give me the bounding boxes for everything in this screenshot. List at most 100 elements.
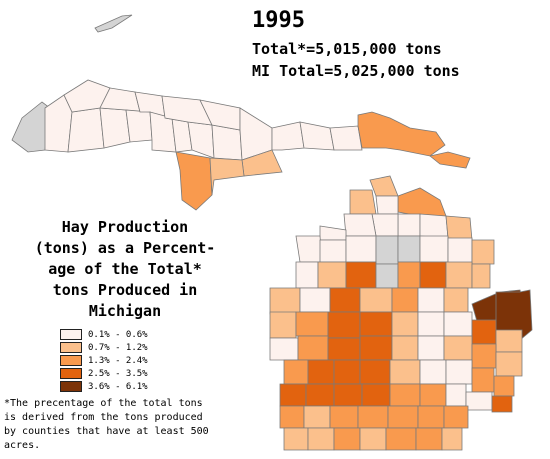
county-shape — [333, 383, 363, 407]
county-shape — [317, 261, 347, 289]
county-shape — [443, 405, 469, 429]
county-shape — [471, 263, 491, 289]
county-shape — [319, 239, 347, 263]
county-shape — [359, 287, 393, 313]
county-shape — [303, 405, 331, 429]
county-shape — [295, 261, 319, 289]
map-title-line-1: Hay Production — [61, 218, 189, 236]
county-shape — [319, 225, 347, 241]
legend-item: 3.6% - 6.1% — [60, 380, 148, 393]
county-shape — [333, 427, 361, 451]
county-shape — [417, 287, 445, 313]
county-shape — [419, 213, 449, 239]
county-shape — [397, 235, 421, 263]
county-shape — [417, 335, 445, 361]
legend-swatch — [60, 381, 82, 392]
county-shape — [375, 263, 399, 289]
county-shape — [391, 287, 419, 313]
footnote-line-4: acres. — [4, 440, 41, 451]
county-shape — [345, 235, 377, 263]
county-shape — [369, 175, 399, 197]
legend-item: 0.7% - 1.2% — [60, 341, 148, 354]
county-shape — [493, 375, 515, 397]
county-shape — [359, 359, 391, 385]
county-shape — [471, 239, 495, 265]
legend-item: 0.1% - 0.6% — [60, 328, 148, 341]
footnote-line-3: by counties that have at least 500 — [4, 426, 209, 437]
mi-total-line: MI Total=5,025,000 tons — [252, 62, 460, 80]
county-shape — [391, 335, 419, 361]
legend-item: 2.5% - 3.5% — [60, 367, 148, 380]
county-shape — [94, 14, 133, 33]
county-shape — [397, 213, 421, 237]
county-shape — [471, 367, 495, 393]
county-shape — [327, 311, 361, 339]
legend-swatch — [60, 368, 82, 379]
county-shape — [125, 109, 153, 143]
county-shape — [329, 125, 363, 151]
county-shape — [429, 151, 471, 169]
county-shape — [397, 261, 421, 289]
footnote-line-2: is derived from the tons produced — [4, 412, 203, 423]
legend: 0.1% - 0.6% 0.7% - 1.2% 1.3% - 2.4% 2.5%… — [60, 328, 148, 393]
county-shape — [375, 235, 399, 265]
county-shape — [375, 195, 399, 215]
county-shape — [371, 213, 399, 237]
county-shape — [299, 287, 331, 313]
county-shape — [397, 187, 447, 217]
county-shape — [471, 343, 497, 369]
county-shape — [389, 383, 421, 407]
county-shape — [445, 215, 473, 241]
legend-item: 1.3% - 2.4% — [60, 354, 148, 367]
county-shape — [161, 95, 213, 126]
legend-label: 0.7% - 1.2% — [88, 342, 148, 353]
county-shape — [269, 311, 297, 339]
county-shape — [415, 427, 443, 451]
county-shape — [391, 311, 419, 337]
legend-label: 3.6% - 6.1% — [88, 381, 148, 392]
county-shape — [417, 311, 445, 337]
legend-label: 2.5% - 3.5% — [88, 368, 148, 379]
county-shape — [359, 427, 387, 451]
county-shape — [187, 121, 215, 159]
county-shape — [419, 383, 447, 407]
county-shape — [283, 427, 309, 451]
county-shape — [417, 405, 445, 429]
county-shape — [445, 261, 473, 289]
county-shape — [443, 335, 473, 361]
county-shape — [495, 329, 523, 353]
county-shape — [211, 124, 243, 161]
county-shape — [419, 261, 447, 289]
county-shape — [305, 383, 335, 407]
county-shape — [209, 157, 245, 196]
county-shape — [491, 395, 513, 413]
county-shape — [345, 261, 377, 289]
county-shape — [279, 383, 307, 407]
county-shape — [385, 427, 417, 451]
county-shape — [299, 121, 335, 151]
county-shape — [279, 405, 305, 429]
county-shape — [329, 405, 359, 429]
county-shape — [307, 359, 335, 385]
county-shape — [361, 383, 391, 407]
county-shape — [329, 287, 361, 313]
county-shape — [349, 189, 377, 215]
county-shape — [441, 427, 463, 451]
county-shape — [343, 213, 377, 237]
map-year: 1995 — [252, 8, 305, 33]
map-title: Hay Production (tons) as a Percent- age … — [0, 217, 250, 322]
county-shape — [175, 151, 213, 211]
county-shape — [271, 121, 305, 151]
county-shape — [11, 101, 51, 153]
legend-swatch — [60, 355, 82, 366]
map-title-line-2: (tons) as a Percent- — [34, 239, 216, 257]
county-shape — [283, 359, 309, 385]
county-shape — [357, 405, 389, 429]
county-shape — [295, 235, 323, 263]
legend-label: 1.3% - 2.4% — [88, 355, 148, 366]
county-shape — [443, 311, 473, 337]
county-shape — [471, 319, 497, 345]
county-shape — [419, 359, 447, 385]
map-title-line-5: Michigan — [88, 302, 162, 320]
